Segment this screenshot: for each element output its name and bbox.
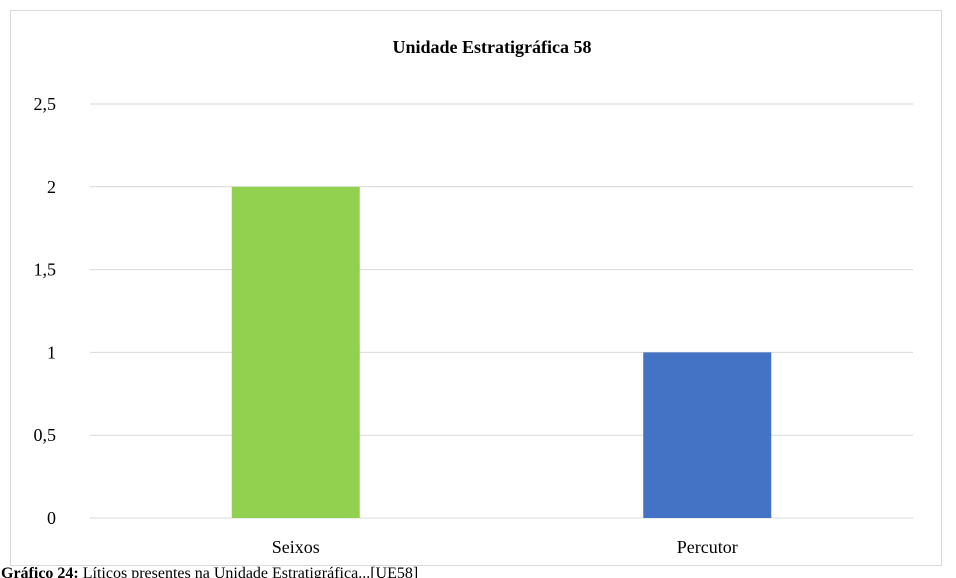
y-axis-ticks: 0 0,5 1 1,5 2 2,5 bbox=[34, 94, 57, 528]
y-tick-label-1: 0,5 bbox=[34, 425, 57, 445]
caption-lead: Gráfico 24: bbox=[1, 565, 79, 578]
y-tick-label-0: 0 bbox=[47, 508, 56, 528]
bar-percutor bbox=[643, 352, 772, 518]
caption-text: Líticos presentes na Unidade Estratigráf… bbox=[78, 565, 419, 578]
figure-caption: Gráfico 24: Líticos presentes na Unidade… bbox=[1, 564, 418, 578]
x-tick-label-percutor: Percutor bbox=[677, 537, 738, 557]
y-tick-label-4: 2 bbox=[47, 177, 56, 197]
x-axis-ticks: Seixos Percutor bbox=[272, 537, 738, 557]
x-tick-label-seixos: Seixos bbox=[272, 537, 320, 557]
y-tick-label-3: 1,5 bbox=[34, 260, 57, 280]
chart-title: Unidade Estratigráfica 58 bbox=[393, 37, 592, 57]
bar-seixos bbox=[231, 186, 360, 519]
gridlines bbox=[90, 103, 913, 519]
chart-area bbox=[10, 10, 942, 566]
y-tick-label-5: 2,5 bbox=[34, 94, 57, 114]
bars bbox=[231, 186, 772, 519]
y-tick-label-2: 1 bbox=[47, 342, 56, 362]
